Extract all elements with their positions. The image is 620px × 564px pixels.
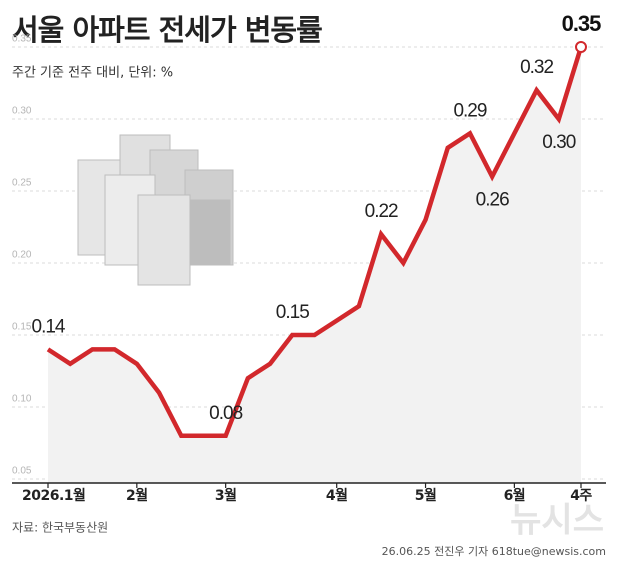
y-tick-label: 0.20 xyxy=(12,250,32,261)
x-tick-label: 3월 xyxy=(215,487,237,504)
x-tick-label: 2026.1월 xyxy=(22,487,85,504)
data-label: 0.32 xyxy=(520,57,553,78)
y-tick-label: 0.05 xyxy=(12,466,32,477)
x-tick-label: 5월 xyxy=(415,487,437,504)
chart-subtitle: 주간 기준 전주 대비, 단위: % xyxy=(12,66,173,81)
line xyxy=(46,46,584,439)
logo: 뉴시스 xyxy=(510,501,604,541)
y-tick-label: 0.30 xyxy=(12,106,32,117)
y-tick-label: 0.10 xyxy=(12,394,32,405)
data-label: 0.26 xyxy=(476,190,509,211)
area xyxy=(48,47,581,483)
y-tick-label: 0.15 xyxy=(12,322,32,333)
chart-title: 서울 아파트 전세가 변동률 xyxy=(12,13,322,47)
data-label: 0.29 xyxy=(453,100,486,121)
data-label: 0.15 xyxy=(276,302,309,323)
x-tick-label: 6월 xyxy=(504,487,526,504)
data-label: 0.08 xyxy=(209,403,242,424)
building-illustration xyxy=(77,134,234,286)
data-label: 0.30 xyxy=(542,132,575,153)
y-tick-label: 0.35 xyxy=(12,34,32,45)
plot: 0.05 0.10 0.15 0.20 0.25 0.30 0.35 2026.1월 0.14 2… xyxy=(12,11,606,504)
data-label: 0.14 xyxy=(32,316,66,337)
y-tick-label: 0.25 xyxy=(12,178,32,189)
credit: 26.06.25 전진우 기자 618tue@newsis.com xyxy=(382,545,606,558)
end-marker xyxy=(575,41,587,53)
source: 자료: 한국부동산원 xyxy=(12,521,108,535)
data-label: 0.22 xyxy=(365,201,398,222)
x-tick-label: 4주 xyxy=(570,488,592,504)
data-label: 0.35 xyxy=(562,11,602,36)
x-tick-label: 2월 xyxy=(126,487,148,504)
x-tick-label: 4월 xyxy=(326,487,348,504)
